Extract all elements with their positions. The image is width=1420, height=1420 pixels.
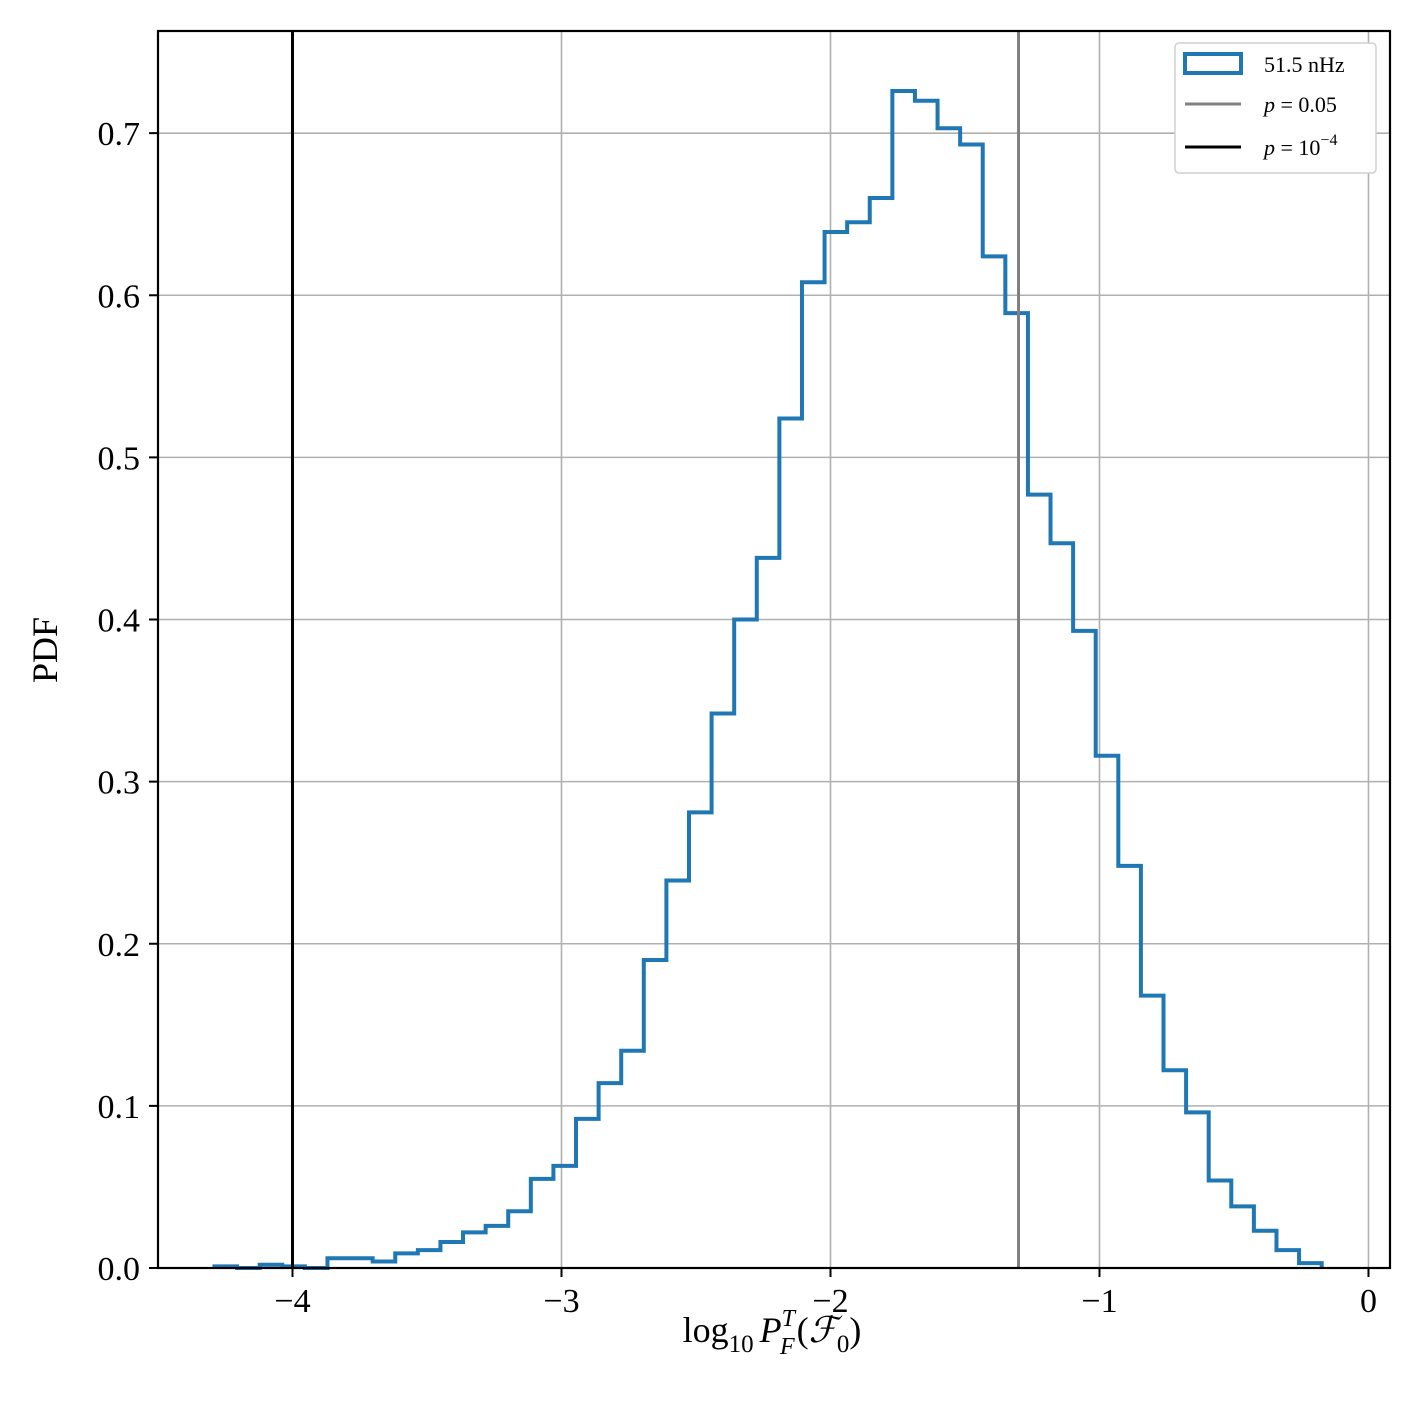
x-label-arg-sub: 0 xyxy=(837,1331,850,1358)
y-tick-label: 0.0 xyxy=(98,1251,141,1288)
y-tick-label: 0.3 xyxy=(98,765,141,802)
x-label-paren-open: ( xyxy=(797,1310,809,1350)
y-tick-label: 0.5 xyxy=(98,440,141,477)
y-tick-label: 0.6 xyxy=(98,278,141,315)
legend-swatch-histogram xyxy=(1183,52,1243,75)
x-tick-label: −1 xyxy=(1081,1283,1117,1320)
grid xyxy=(158,31,1390,1269)
plot-frame xyxy=(156,29,1392,1270)
y-tick-label: 0.1 xyxy=(98,1089,141,1126)
legend-box xyxy=(1174,42,1377,174)
legend-label-histogram: 51.5 nHz xyxy=(1264,52,1345,77)
y-tick-label: 0.4 xyxy=(98,603,141,640)
x-tick-label: −4 xyxy=(274,1283,310,1320)
x-tick-label: −2 xyxy=(812,1283,848,1320)
x-tick-label: 0 xyxy=(1360,1283,1377,1320)
histogram-step-line xyxy=(212,88,1324,1270)
y-axis-ticks: 0.0 0.1 0.2 0.3 0.4 0.5 0.6 0.7 xyxy=(98,116,158,1288)
y-axis-label: PDF xyxy=(25,617,65,683)
legend-label-p-0-05: p = 0.05 xyxy=(1262,92,1337,117)
x-label-log: log xyxy=(683,1310,729,1350)
x-label-paren-close: ) xyxy=(849,1310,861,1350)
x-label-p-sub: F xyxy=(779,1334,795,1360)
x-label-p-sup: T xyxy=(782,1306,797,1332)
legend-label-p-1e-4: p = 10−4 xyxy=(1262,132,1337,160)
x-label-p: P xyxy=(759,1310,782,1350)
legend: 51.5 nHz p = 0.05 p = 10−4 xyxy=(1174,42,1377,174)
x-axis-label: log10 PT F(ℱ0) xyxy=(683,1306,862,1360)
y-tick-label: 0.7 xyxy=(98,116,141,153)
plot-series xyxy=(212,31,1324,1270)
x-axis-ticks: −4 −3 −2 −1 0 xyxy=(274,1268,1377,1320)
x-tick-label: −3 xyxy=(543,1283,579,1320)
x-label-log-base: 10 xyxy=(729,1331,754,1358)
y-tick-label: 0.2 xyxy=(98,927,141,964)
